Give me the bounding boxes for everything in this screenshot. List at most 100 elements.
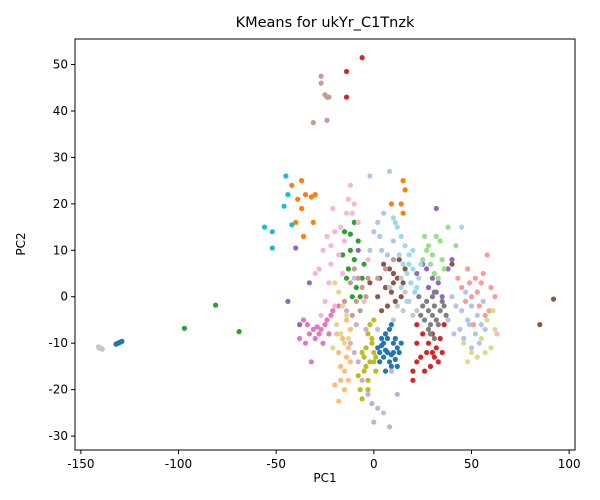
data-point-cluster-4 (355, 247, 361, 253)
data-point-cluster-0 (392, 356, 398, 362)
data-point-cluster-4 (306, 280, 312, 286)
data-point-cluster-0 (384, 349, 391, 356)
data-point-cluster-14 (363, 326, 369, 332)
data-point-cluster-4 (429, 275, 435, 281)
data-point-cluster-12 (429, 252, 435, 258)
data-point-cluster-5 (402, 266, 408, 272)
data-point-cluster-18 (341, 340, 348, 346)
data-point-cluster-13 (492, 294, 498, 300)
data-point-cluster-3 (431, 354, 437, 360)
data-point-cluster-8 (369, 340, 375, 346)
data-point-cluster-19 (406, 261, 412, 267)
data-point-cluster-4 (433, 205, 439, 212)
data-point-cluster-12 (441, 266, 447, 272)
data-point-cluster-11 (334, 331, 340, 337)
data-point-cluster-7 (425, 326, 432, 332)
data-point-cluster-7 (425, 308, 432, 314)
data-point-cluster-6 (324, 317, 330, 323)
data-point-cluster-15 (349, 312, 355, 318)
data-point-cluster-1 (398, 201, 404, 207)
data-point-cluster-17 (394, 303, 400, 309)
data-point-cluster-18 (340, 303, 346, 309)
data-point-cluster-11 (338, 363, 344, 369)
data-point-cluster-10 (457, 326, 463, 332)
x-tick-label: -50 (266, 457, 286, 471)
data-point-cluster-4 (424, 266, 430, 272)
data-point-cluster-15 (382, 266, 389, 272)
data-point-cluster-10 (367, 247, 373, 253)
data-point-cluster-14 (375, 405, 381, 411)
data-point-cluster-11 (336, 398, 342, 404)
data-point-cluster-18 (338, 331, 344, 337)
data-point-cluster-10 (371, 229, 377, 235)
data-point-cluster-15 (326, 94, 332, 100)
data-point-cluster-3 (410, 368, 416, 374)
data-point-cluster-2 (236, 329, 242, 335)
data-point-cluster-16 (340, 270, 346, 277)
data-point-cluster-13 (478, 280, 484, 286)
data-point-cluster-19 (398, 233, 404, 239)
data-point-cluster-15 (355, 275, 361, 281)
data-point-cluster-1 (310, 219, 316, 225)
data-point-cluster-11 (345, 345, 351, 351)
data-point-cluster-3 (414, 340, 420, 346)
data-point-cluster-6 (316, 331, 322, 337)
data-point-cluster-1 (308, 194, 314, 200)
data-point-cluster-5 (400, 280, 406, 286)
data-point-cluster-2 (213, 302, 219, 308)
data-point-cluster-5 (394, 275, 400, 281)
data-point-cluster-16 (345, 196, 351, 202)
data-point-cluster-17 (386, 284, 393, 291)
data-point-cluster-19 (392, 219, 398, 225)
data-point-cluster-10 (379, 247, 385, 253)
data-point-cluster-7 (424, 298, 430, 304)
data-point-cluster-16 (312, 270, 318, 277)
data-point-cluster-4 (435, 280, 441, 286)
data-point-cluster-10 (474, 312, 480, 318)
data-point-cluster-6 (312, 335, 318, 342)
data-point-cluster-5 (449, 261, 455, 267)
data-point-cluster-15 (351, 266, 357, 272)
data-point-cluster-1 (402, 187, 408, 193)
data-point-cluster-7 (427, 331, 434, 337)
data-point-cluster-19 (402, 243, 408, 249)
data-point-cluster-3 (420, 331, 426, 337)
data-point-cluster-4 (297, 322, 303, 328)
data-point-cluster-19 (404, 270, 410, 277)
data-point-cluster-2 (361, 261, 367, 267)
data-point-cluster-16 (326, 280, 332, 286)
data-point-cluster-4 (293, 245, 299, 251)
data-point-cluster-3 (429, 349, 435, 356)
data-point-cluster-0 (390, 349, 396, 356)
data-point-cluster-5 (537, 322, 543, 328)
data-point-cluster-8 (373, 354, 379, 360)
data-point-cluster-5 (398, 294, 404, 300)
data-point-cluster-16 (349, 210, 355, 216)
data-point-cluster-0 (386, 326, 393, 332)
data-point-cluster-4 (449, 257, 455, 263)
data-point-cluster-6 (330, 308, 336, 314)
data-point-cluster-3 (439, 349, 445, 356)
data-point-cluster-9 (269, 229, 275, 235)
data-point-cluster-10 (377, 233, 383, 239)
data-point-cluster-19 (408, 280, 414, 286)
data-point-cluster-11 (341, 387, 348, 393)
data-point-cluster-14 (355, 359, 361, 365)
data-point-cluster-3 (424, 349, 430, 356)
data-point-cluster-16 (347, 182, 353, 188)
data-point-cluster-3 (422, 368, 428, 374)
data-point-cluster-16 (322, 298, 328, 304)
data-point-cluster-18 (490, 308, 496, 314)
data-point-cluster-8 (367, 359, 373, 365)
y-tick-label: 30 (53, 150, 68, 164)
data-point-cluster-19 (412, 289, 418, 295)
data-point-cluster-16 (332, 229, 338, 235)
data-point-cluster-18 (345, 335, 351, 342)
data-point-cluster-19 (390, 215, 396, 221)
y-tick-label: -10 (48, 336, 68, 350)
data-point-cluster-1 (300, 233, 307, 239)
data-point-cluster-18 (474, 354, 480, 360)
data-point-cluster-15 (318, 80, 324, 86)
data-point-cluster-13 (466, 280, 473, 286)
